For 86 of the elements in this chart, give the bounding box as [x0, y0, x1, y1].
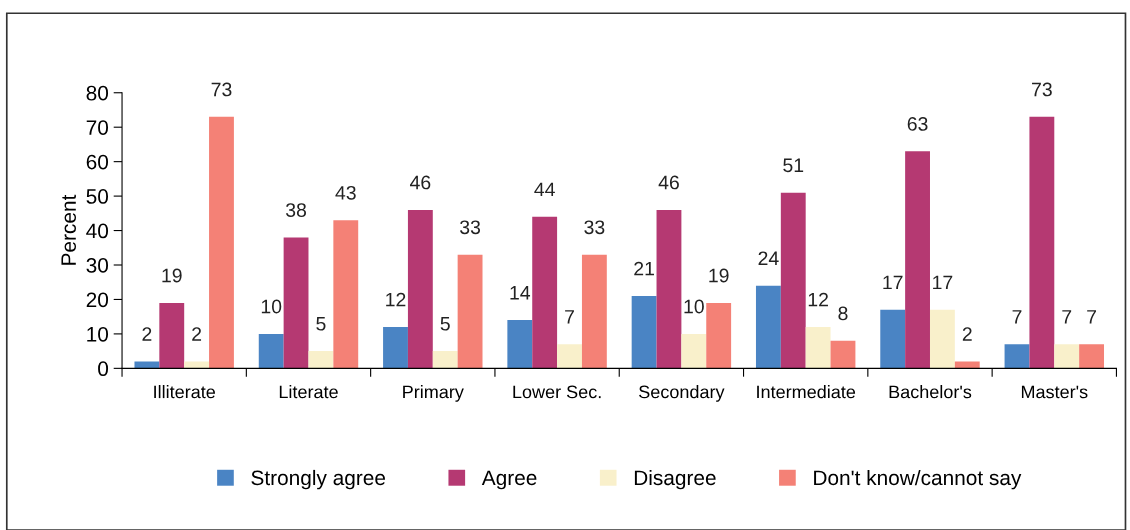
legend-label: Disagree: [634, 469, 716, 490]
bar: [407, 209, 433, 369]
bar: [159, 302, 185, 369]
data-label: 33: [460, 220, 481, 235]
bar: [830, 340, 856, 369]
bar: [581, 254, 607, 369]
bar: [929, 309, 955, 369]
y-tick-label: 30: [86, 258, 109, 273]
data-label: 38: [285, 203, 307, 217]
bar: [1079, 344, 1105, 369]
data-label: 19: [162, 268, 182, 283]
bar: [507, 320, 533, 369]
bar: [432, 351, 458, 369]
data-label: 2: [192, 327, 202, 341]
x-tick-label: Primary: [403, 385, 464, 402]
data-label: 10: [684, 299, 704, 314]
bar: [755, 285, 781, 369]
data-label: 51: [783, 158, 804, 173]
bar: [1054, 344, 1080, 369]
bar: [1004, 344, 1030, 369]
data-label: 63: [907, 117, 928, 131]
data-label: 12: [808, 292, 828, 307]
x-tick-label: Master's: [1021, 385, 1088, 399]
data-label: 7: [565, 310, 574, 324]
y-tick-label: 60: [86, 154, 109, 170]
data-label: 17: [933, 275, 953, 290]
y-tick-label: 80: [86, 85, 109, 101]
data-label: 73: [1032, 82, 1052, 97]
legend-label: Don't know/cannot say: [814, 469, 1022, 490]
y-tick-label: 70: [86, 120, 109, 135]
bar: [805, 327, 831, 369]
data-label: 7: [1062, 310, 1072, 324]
y-tick-label: 10: [87, 326, 109, 342]
y-tick-label: 0: [98, 361, 109, 377]
bar: [880, 309, 906, 369]
bar: [656, 209, 682, 369]
x-tick-label: Literate: [279, 385, 338, 399]
data-label: 46: [409, 175, 431, 190]
bar: [954, 361, 980, 369]
bar: [706, 302, 732, 369]
x-tick-label: Intermediate: [757, 385, 856, 399]
y-axis-title: Percent: [61, 194, 76, 265]
bar: [383, 327, 408, 369]
bar: [631, 296, 657, 369]
x-tick-label: Lower Sec.: [513, 385, 601, 399]
bar: [333, 220, 359, 369]
bar: [905, 151, 930, 369]
data-label: 73: [211, 82, 232, 97]
data-label: 12: [386, 292, 406, 307]
y-tick-label: 50: [86, 189, 109, 204]
legend-label: Strongly agree: [251, 469, 386, 490]
data-label: 2: [142, 327, 152, 341]
data-label: 14: [510, 286, 531, 300]
data-label: 7: [1012, 310, 1022, 324]
data-label: 17: [883, 275, 903, 290]
x-tick-label: Bachelor's: [889, 385, 972, 399]
bar: [780, 192, 806, 369]
data-label: 10: [261, 299, 282, 314]
x-tick-label: Illiterate: [154, 385, 215, 399]
data-label: 2: [962, 327, 972, 341]
data-label: 46: [658, 175, 679, 190]
x-tick-label: Secondary: [639, 385, 725, 402]
legend-label: Agree: [481, 470, 537, 490]
data-label: 21: [634, 261, 654, 276]
bar: [209, 116, 234, 369]
data-label: 5: [440, 317, 450, 331]
bar: [532, 216, 558, 369]
bar: [258, 333, 284, 369]
y-tick-label: 20: [86, 292, 109, 308]
bar: [184, 361, 210, 369]
bar: [283, 237, 309, 369]
data-label: 19: [709, 268, 729, 283]
data-label: 8: [838, 306, 848, 321]
y-tick-label: 40: [86, 223, 109, 239]
bar: [1029, 116, 1055, 369]
bar: [134, 361, 160, 369]
bar: [457, 254, 483, 369]
data-label: 7: [1087, 310, 1097, 324]
data-label: 24: [758, 251, 779, 265]
bar: [681, 333, 707, 369]
data-label: 33: [584, 220, 605, 235]
data-label: 44: [534, 182, 555, 197]
data-label: 5: [316, 317, 326, 331]
bar: [308, 351, 334, 369]
bar: [557, 344, 582, 369]
data-label: 43: [335, 185, 356, 200]
